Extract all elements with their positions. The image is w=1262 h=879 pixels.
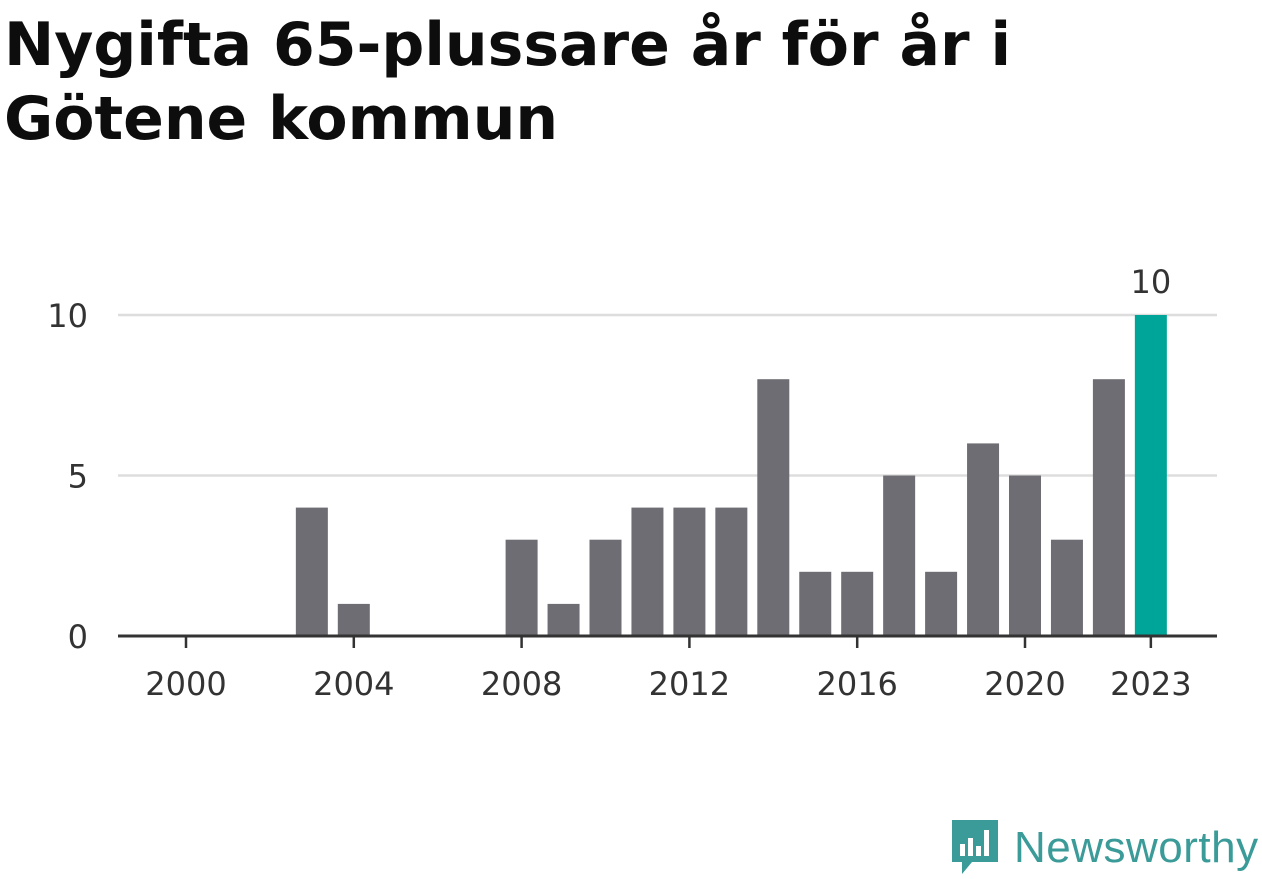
newsworthy-logo-icon xyxy=(952,820,998,874)
bar-2010 xyxy=(589,539,622,636)
x-axis xyxy=(118,634,1217,648)
bars xyxy=(295,315,1167,636)
gridlines xyxy=(118,313,1217,477)
brand-name: Newsworthy xyxy=(1014,823,1259,872)
bar-2017 xyxy=(883,475,916,636)
y-tick-label: 0 xyxy=(68,618,88,656)
newsworthy-logo: Newsworthy xyxy=(950,818,1259,878)
bar-2011 xyxy=(631,507,664,636)
chart-title: Nygifta 65-plussare år för år i Götene k… xyxy=(4,10,1012,154)
x-tick-label: 2004 xyxy=(313,665,394,703)
bar-2013 xyxy=(715,507,748,636)
bar-2021 xyxy=(1050,539,1083,636)
bar-2012 xyxy=(673,507,706,636)
x-axis-labels: 2000 2004 2008 2012 2016 2020 2023 xyxy=(145,665,1191,703)
x-tick-label: 2023 xyxy=(1110,665,1191,703)
bar-2003 xyxy=(295,507,328,636)
bar-2019 xyxy=(967,443,1000,636)
bar-2004 xyxy=(337,603,370,636)
x-tick-label: 2020 xyxy=(984,665,1065,703)
annotations: 10 xyxy=(1130,263,1171,301)
bar-2016 xyxy=(841,571,874,636)
bar-2014 xyxy=(757,379,790,636)
bar-2022 xyxy=(1092,379,1125,636)
x-tick-label: 2000 xyxy=(145,665,226,703)
x-tick-label: 2012 xyxy=(649,665,730,703)
x-tick-label: 2008 xyxy=(481,665,562,703)
y-axis-labels: 0 5 10 xyxy=(47,297,88,656)
x-tick-label: 2016 xyxy=(816,665,897,703)
bar-2009 xyxy=(547,603,580,636)
bar-2018 xyxy=(925,571,958,636)
y-tick-label: 10 xyxy=(47,297,88,335)
highlight-value-label: 10 xyxy=(1130,263,1171,301)
bar-2023 xyxy=(1134,315,1167,636)
y-tick-label: 5 xyxy=(68,458,88,496)
bar-2020 xyxy=(1009,475,1041,636)
bar-2015 xyxy=(799,571,832,636)
bar-2008 xyxy=(505,539,538,636)
